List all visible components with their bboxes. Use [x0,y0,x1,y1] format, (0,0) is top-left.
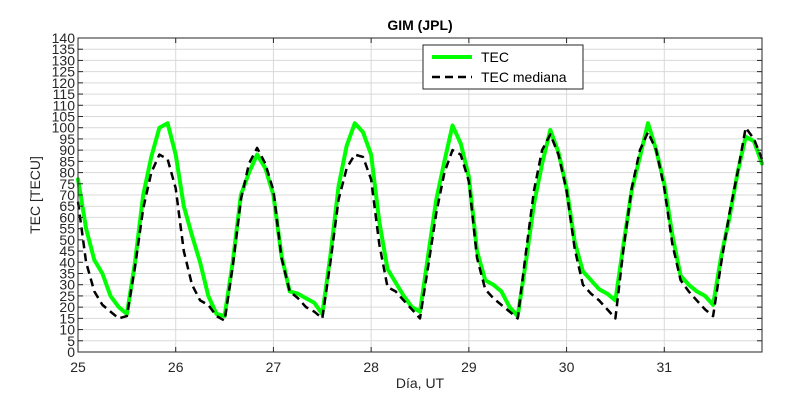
y-axis-label: TEC [TECU] [27,156,43,234]
chart-title: GIM (JPL) [387,17,452,33]
x-tick-label: 27 [266,359,282,375]
y-tick-label: 35 [59,266,75,282]
y-tick-label: 120 [52,75,76,91]
x-tick-label: 31 [656,359,672,375]
y-tick-label: 70 [59,187,75,203]
y-tick-label: 5 [67,333,75,349]
legend-label-tec-mediana: TEC mediana [481,69,567,85]
series-line-tec [76,121,764,319]
y-tick-label: 0 [67,344,75,360]
x-tick-label: 30 [559,359,575,375]
y-tick-label: 10 [59,322,75,338]
y-tick-label: 85 [59,153,75,169]
y-tick-label: 45 [59,243,75,259]
y-tick-label: 90 [59,142,75,158]
y-tick-label: 15 [59,310,75,326]
x-axis-label: Día, UT [396,375,445,391]
x-axis-ticks: 25 26 27 28 29 30 31 [70,38,672,375]
y-tick-label: 60 [59,209,75,225]
y-tick-label: 55 [59,221,75,237]
x-tick-label: 26 [168,359,184,375]
x-tick-label: 29 [461,359,477,375]
y-tick-label: 65 [59,198,75,214]
y-tick-label: 135 [52,41,76,57]
y-tick-label: 30 [59,277,75,293]
series-group [76,121,764,322]
y-tick-label: 80 [59,165,75,181]
y-tick-label: 115 [53,86,76,102]
y-tick-label: 40 [59,254,75,270]
y-tick-label: 110 [53,97,76,113]
y-tick-label: 140 [52,30,76,46]
series-line-tec-mediana [76,126,764,322]
y-tick-label: 95 [59,131,75,147]
y-tick-label: 50 [59,232,75,248]
legend-box [422,44,584,90]
y-tick-label: 75 [59,176,75,192]
y-tick-label: 130 [52,52,76,68]
y-tick-label: 100 [52,120,76,136]
y-tick-label: 20 [59,299,75,315]
y-tick-label: 125 [52,64,76,80]
y-tick-label: 25 [59,288,75,304]
legend: TEC TEC mediana [422,44,584,90]
y-tick-label: 105 [52,109,76,125]
x-tick-label: 28 [363,359,379,375]
y-axis-ticks: 0510152025303540455055606570758085909510… [52,30,762,360]
x-tick-label: 25 [70,359,86,375]
legend-label-tec: TEC [481,49,509,65]
